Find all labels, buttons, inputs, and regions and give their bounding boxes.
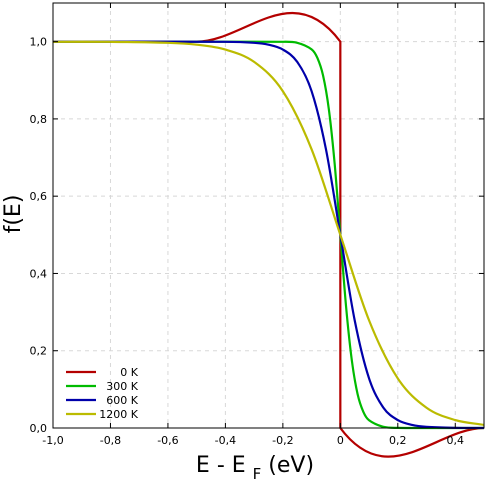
legend-label: 1200 K — [99, 408, 138, 421]
series-line-300-k — [52, 40, 485, 430]
series-line-600-k — [52, 40, 485, 430]
y-tick-label: 0,6 — [30, 190, 48, 203]
y-axis-label: f(E) — [1, 195, 26, 234]
grid — [52, 3, 484, 429]
x-tick-label: -0,6 — [157, 434, 178, 447]
y-tick-label: 0,2 — [30, 345, 48, 358]
x-axis-label-main: E - E — [196, 453, 246, 478]
x-axis-label-subscript: F — [253, 465, 262, 480]
x-tick-label: 0 — [337, 434, 344, 447]
y-tick-label: 0,0 — [30, 422, 48, 435]
y-tick-label: 1,0 — [30, 36, 48, 49]
x-tick-label: -0,2 — [272, 434, 293, 447]
plot-frame — [52, 2, 485, 429]
series-lines — [52, 11, 485, 458]
y-tick-label: 0,8 — [30, 113, 48, 126]
legend-label: 300 K — [106, 380, 138, 393]
x-tick-label: 0,2 — [389, 434, 407, 447]
series-line-1200-k — [52, 40, 485, 427]
legend-label: 0 K — [120, 366, 138, 379]
x-axis-label: E - E F (eV) — [196, 453, 314, 480]
x-axis-label-unit: (eV) — [268, 453, 314, 478]
axis-ticks: -1,0 -0,8 -0,6 -0,4 -0,2 0 0,2 0,4 0,0 0,2 0,4 0,6 0… — [30, 3, 484, 447]
x-tick-label: -0,4 — [215, 434, 236, 447]
x-tick-label: -1,0 — [42, 434, 63, 447]
x-tick-label: -0,8 — [100, 434, 121, 447]
y-tick-label: 0,4 — [30, 267, 48, 280]
x-tick-label: 0,4 — [447, 434, 465, 447]
legend-label: 600 K — [106, 394, 138, 407]
